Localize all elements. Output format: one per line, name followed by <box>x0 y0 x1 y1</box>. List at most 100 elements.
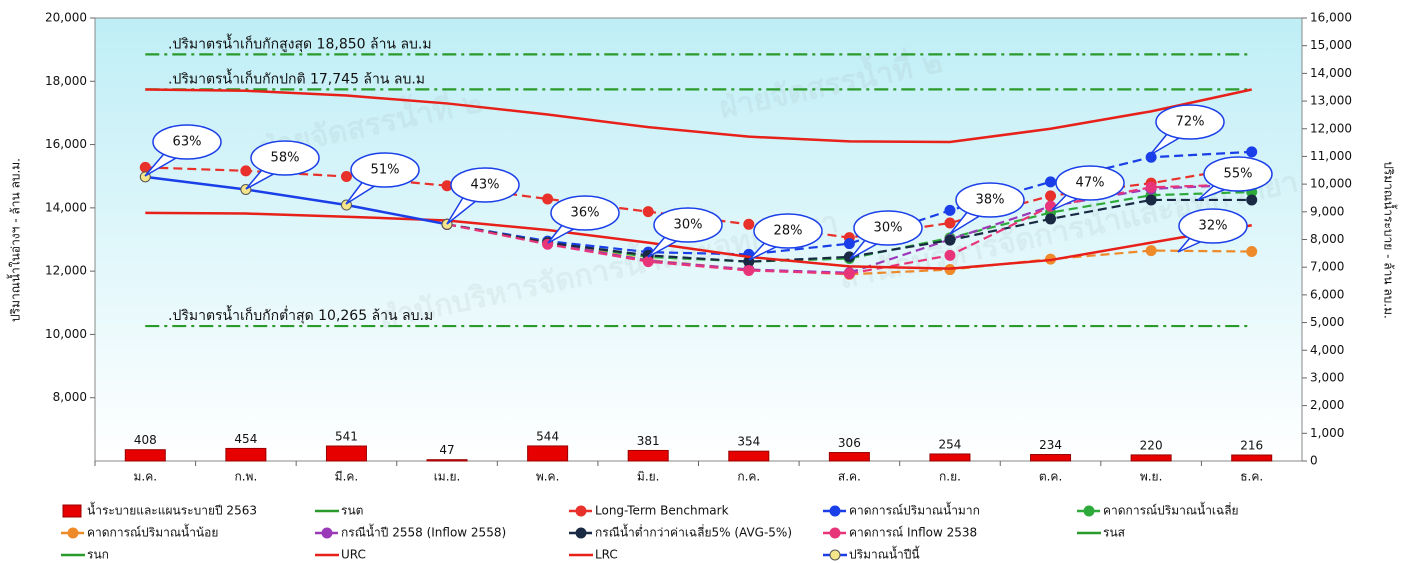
annotation: .ปริมาตรน้ำเก็บกักสูงสุด 18,850 ล้าน ลบ.… <box>168 33 432 52</box>
legend-marker <box>575 527 587 539</box>
bar <box>325 445 367 462</box>
legend-label: คาดการณ์ปริมาณน้ำเฉลี่ย <box>1103 502 1239 518</box>
y2-tick-label: 6,000 <box>1310 287 1344 301</box>
marker <box>642 206 654 218</box>
legend-item: กรณีน้ำปี 2558 (Inflow 2558) <box>315 524 506 540</box>
callout-label: 38% <box>976 193 1005 208</box>
bar <box>1231 454 1273 462</box>
callout-bubble <box>753 213 823 249</box>
marker <box>1045 190 1057 202</box>
bar-value-label: 408 <box>134 433 157 447</box>
bar <box>627 449 669 462</box>
y2-axis-title: ปริมาณน้ำระบาย - ล้าน ลบ.ม. <box>1382 161 1398 319</box>
y2-tick-label: 9,000 <box>1310 204 1344 218</box>
legend-item: คาดการณ์ปริมาณน้ำเฉลี่ย <box>1077 502 1239 518</box>
bar <box>225 447 267 462</box>
marker <box>1145 245 1157 257</box>
bar-value-label: 220 <box>1140 438 1163 452</box>
callout-label: 30% <box>674 218 703 233</box>
legend-marker <box>575 505 587 517</box>
bar-value-label: 544 <box>536 429 559 443</box>
line <box>446 198 1252 263</box>
callout-bubble <box>152 124 222 160</box>
callout-bubble <box>853 210 923 246</box>
legend-item: กรณีน้ำต่ำกว่าค่าเฉลี่ย5% (AVG-5%) <box>569 524 792 540</box>
x-tick-label: เม.ย. <box>434 470 461 484</box>
callout-bubble <box>653 207 723 243</box>
callout-bubble <box>250 140 320 176</box>
y2-tick-label: 1,000 <box>1310 426 1344 440</box>
legend-swatch <box>62 504 82 518</box>
y2-tick-label: 14,000 <box>1310 66 1352 80</box>
bar-value-label: 234 <box>1039 438 1062 452</box>
callout-label: 51% <box>371 163 400 178</box>
legend-label: รนส <box>1103 526 1126 540</box>
y2-tick-label: 8,000 <box>1310 232 1344 246</box>
legend-marker <box>829 505 841 517</box>
y-tick-label: 10,000 <box>45 327 87 341</box>
legend-label: กรณีน้ำต่ำกว่าค่าเฉลี่ย5% (AVG-5%) <box>595 524 792 540</box>
marker <box>240 165 252 177</box>
y2-tick-label: 4,000 <box>1310 343 1344 357</box>
legend-label: คาดการณ์ Inflow 2538 <box>849 526 977 540</box>
x-tick-label: มิ.ย. <box>637 470 660 484</box>
marker <box>743 265 755 277</box>
y2-tick-label: 5,000 <box>1310 315 1344 329</box>
legend-marker <box>321 527 333 539</box>
marker <box>843 238 855 250</box>
bar-value-label: 541 <box>335 430 358 444</box>
y2-tick-label: 10,000 <box>1310 177 1352 191</box>
marker <box>1246 246 1258 258</box>
marker <box>542 193 554 205</box>
legend-item: รนส <box>1077 526 1126 540</box>
annotation: .ปริมาตรน้ำเก็บกักต่ำสุด 10,265 ล้าน ลบ.… <box>168 305 433 324</box>
marker <box>1045 176 1057 188</box>
y-tick-label: 18,000 <box>45 74 87 88</box>
marker <box>340 171 352 183</box>
marker <box>944 234 956 246</box>
callout-bubble <box>1203 156 1273 192</box>
bar <box>828 452 870 462</box>
bar-value-label: 216 <box>1240 439 1263 453</box>
callout-label: 72% <box>1176 115 1205 130</box>
callout-label: 63% <box>173 135 202 150</box>
legend-label: รนต <box>341 504 363 518</box>
callout-label: 28% <box>774 224 803 239</box>
callout-bubble <box>350 152 420 188</box>
legend-item: คาดการณ์ Inflow 2538 <box>823 526 977 540</box>
legend-item: น้ำระบายและแผนระบายปี 2563 <box>62 502 257 518</box>
line <box>145 88 1252 144</box>
y2-tick-label: 16,000 <box>1310 11 1352 25</box>
y2-tick-label: 15,000 <box>1310 38 1352 52</box>
y2-tick-label: 7,000 <box>1310 260 1344 274</box>
annotation: .ปริมาตรน้ำเก็บกักปกติ 17,745 ล้าน ลบ.ม <box>168 68 425 87</box>
legend-label: ปริมาณน้ำปีนี้ <box>849 546 920 562</box>
bar-value-label: 306 <box>838 436 861 450</box>
bar <box>728 450 770 462</box>
y-tick-label: 12,000 <box>45 264 87 278</box>
y2-tick-label: 12,000 <box>1310 121 1352 135</box>
y-axis-title: ปริมาณน้ำในอ่างฯ - ล้าน ลบ.ม. <box>7 158 23 322</box>
legend-label: รนก <box>87 548 109 562</box>
bar-value-label: 354 <box>737 435 760 449</box>
callout-bubble <box>450 167 520 203</box>
y2-tick-label: 2,000 <box>1310 398 1344 412</box>
bar-value-label: 254 <box>939 437 962 451</box>
x-tick-label: ม.ค. <box>134 470 158 484</box>
legend-label: คาดการณ์ปริมาณน้ำน้อย <box>87 524 218 540</box>
marker <box>1145 194 1157 206</box>
marker <box>843 268 855 280</box>
callout-label: 58% <box>271 151 300 166</box>
callout-label: 55% <box>1224 167 1253 182</box>
callout-bubble <box>955 182 1025 218</box>
bar-value-label: 381 <box>637 434 660 448</box>
y-tick-label: 8,000 <box>53 390 87 404</box>
x-tick-label: พ.ย. <box>1140 470 1163 484</box>
line <box>145 175 448 226</box>
x-tick-label: ต.ค. <box>1039 470 1062 484</box>
marker <box>1145 181 1157 193</box>
callout-label: 47% <box>1076 176 1105 191</box>
bar <box>527 445 569 462</box>
y-tick-label: 14,000 <box>45 200 87 214</box>
